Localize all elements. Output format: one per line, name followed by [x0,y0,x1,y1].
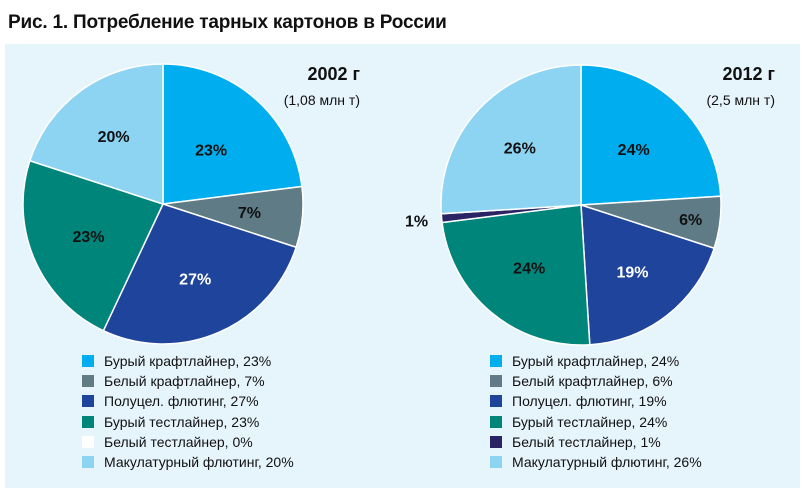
legend-swatch [82,395,94,408]
legend-entry-2012-brown-kraftliner: Бурый крафтлайнер, 24% [490,351,702,371]
legend-swatch [82,435,94,448]
data-label-2012-recycled-fluting: 26% [504,141,536,158]
legend-entry-2002-white-kraftliner: Белый крафтлайнер, 7% [82,371,294,391]
data-label-2002-brown-kraftliner: 23% [195,142,227,159]
legend-label: Полуцел. флютинг, 19% [512,393,667,410]
pie-chart-2002: 23% 7% 27% 23% 20% [22,63,304,345]
chart-title-2012: 2012 г [722,64,775,84]
pie-chart-2012: 24% 6% 19% 24% 1% 26% [405,64,722,346]
legend-swatch [82,375,94,388]
chart-title-2002: 2002 г [307,64,360,84]
legend-swatch [82,415,94,428]
legend-entry-2002-white-testliner: Белый тестлайнер, 0% [82,432,294,452]
data-label-2012-brown-testliner: 24% [513,261,545,278]
legend-label: Белый крафтлайнер, 7% [104,373,265,390]
data-label-2002-brown-testliner: 23% [72,229,104,246]
data-label-2012-semichem-fluting: 19% [616,264,648,281]
legend-swatch [82,456,94,469]
pie-slice-2002-semichem-fluting [102,203,298,345]
legend-entry-2012-recycled-fluting: Макулатурный флютинг, 26% [490,452,702,472]
legend-swatch [490,375,502,388]
data-label-2012-white-kraftliner: 6% [679,212,702,229]
pie-slice-2002-brown-testliner [22,159,165,332]
legend-entry-2002-brown-kraftliner: Бурый крафтлайнер, 23% [82,351,294,371]
legend-label: Бурый тестлайнер, 24% [512,413,668,430]
legend-swatch [490,435,502,448]
legend-entry-2002-brown-testliner: Бурый тестлайнер, 23% [82,412,294,432]
pie-slice-2012-brown-kraftliner [580,64,722,206]
legend-swatch [490,355,502,368]
legend-swatch [490,415,502,428]
data-label-2012-white-testliner: 1% [405,214,428,231]
figure-title: Рис. 1. Потребление тарных картонов в Ро… [8,12,447,33]
legend-label: Белый крафтлайнер, 6% [512,373,673,390]
pie-slice-2002-recycled-fluting [28,63,164,206]
chart-subtitle-2012: (2,5 млн т) [706,92,775,108]
pie-slice-2012-semichem-fluting [580,203,716,346]
pie-slice-2002-brown-kraftliner [162,63,303,205]
legend-swatch [82,355,94,368]
legend-2012: Бурый крафтлайнер, 24% Белый крафтлайнер,… [490,351,702,472]
data-label-2002-semichem-fluting: 27% [179,272,211,289]
legend-label: Макулатурный флютинг, 26% [512,454,702,471]
data-label-2002-white-kraftliner: 7% [238,205,261,222]
legend-2002: Бурый крафтлайнер, 23% Белый крафтлайнер,… [82,351,294,472]
legend-label: Бурый крафтлайнер, 23% [104,353,272,370]
legend-label: Полуцел. флютинг, 27% [104,393,259,410]
legend-entry-2012-brown-testliner: Бурый тестлайнер, 24% [490,412,702,432]
data-label-2002-recycled-fluting: 20% [98,129,130,146]
legend-swatch [490,456,502,469]
legend-entry-2012-semichem-fluting: Полуцел. флютинг, 19% [490,391,702,411]
legend-label: Бурый тестлайнер, 23% [104,413,260,430]
data-label-2012-brown-kraftliner: 24% [618,142,650,159]
legend-label: Бурый крафтлайнер, 24% [512,353,680,370]
legend-entry-2002-recycled-fluting: Макулатурный флютинг, 20% [82,452,294,472]
legend-label: Белый тестлайнер, 0% [104,433,253,450]
legend-entry-2002-semichem-fluting: Полуцел. флютинг, 27% [82,391,294,411]
legend-entry-2012-white-testliner: Белый тестлайнер, 1% [490,432,702,452]
pie-slice-2012-recycled-fluting [440,64,582,215]
legend-label: Макулатурный флютинг, 20% [104,454,294,471]
pie-slice-2012-brown-testliner [441,204,591,346]
legend-entry-2012-white-kraftliner: Белый крафтлайнер, 6% [490,371,702,391]
chart-subtitle-2002: (1,08 млн т) [283,92,360,108]
legend-swatch [490,395,502,408]
legend-label: Белый тестлайнер, 1% [512,433,661,450]
